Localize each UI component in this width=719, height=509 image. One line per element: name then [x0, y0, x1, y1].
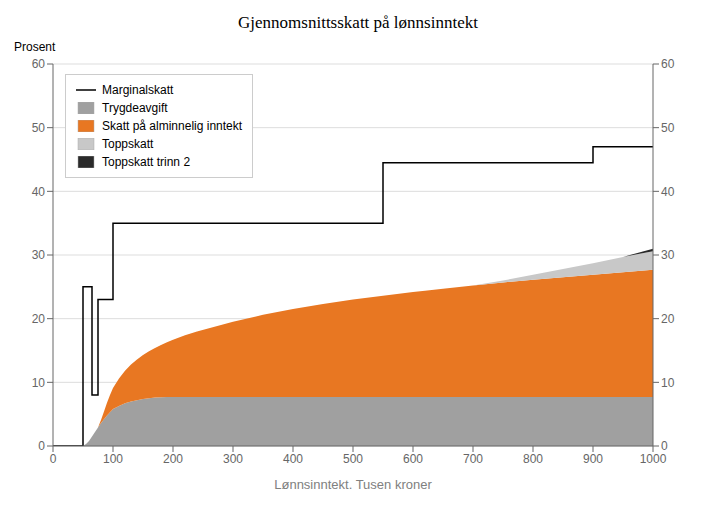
svg-text:60: 60 — [32, 57, 46, 71]
svg-text:40: 40 — [661, 185, 675, 199]
svg-text:20: 20 — [32, 312, 46, 326]
svg-text:50: 50 — [661, 121, 675, 135]
html-text:Toppskatt: Toppskatt — [102, 137, 154, 151]
html-text:Skatt på alminnelig inntekt: Skatt på alminnelig inntekt — [102, 119, 243, 133]
svg-text:40: 40 — [32, 185, 46, 199]
html-text:Prosent: Prosent — [14, 40, 56, 54]
svg-text:800: 800 — [523, 452, 543, 466]
svg-text:20: 20 — [661, 312, 675, 326]
svg-text:700: 700 — [463, 452, 483, 466]
svg-text:900: 900 — [583, 452, 603, 466]
html-text:Trygdeavgift: Trygdeavgift — [102, 101, 168, 115]
html-text:Toppskatt trinn 2: Toppskatt trinn 2 — [102, 155, 191, 169]
svg-text:Lønnsinntekt. Tusen kroner: Lønnsinntekt. Tusen kroner — [274, 477, 432, 492]
svg-text:0: 0 — [38, 439, 45, 453]
svg-text:200: 200 — [163, 452, 183, 466]
svg-text:30: 30 — [32, 248, 46, 262]
svg-text:500: 500 — [343, 452, 363, 466]
svg-text:30: 30 — [661, 248, 675, 262]
svg-text:0: 0 — [661, 439, 668, 453]
svg-text:10: 10 — [32, 376, 46, 390]
svg-text:10: 10 — [661, 376, 675, 390]
svg-text:300: 300 — [223, 452, 243, 466]
svg-text:60: 60 — [661, 57, 675, 71]
svg-text:400: 400 — [283, 452, 303, 466]
svg-text:0: 0 — [50, 452, 57, 466]
svg-text:50: 50 — [32, 121, 46, 135]
html-text:Marginalskatt: Marginalskatt — [102, 83, 174, 97]
html-text:Gjennomsnittsskatt på lønnsinn: Gjennomsnittsskatt på lønnsinntekt — [238, 13, 478, 32]
svg-text:1000: 1000 — [640, 452, 667, 466]
svg-text:100: 100 — [103, 452, 123, 466]
svg-text:600: 600 — [403, 452, 423, 466]
